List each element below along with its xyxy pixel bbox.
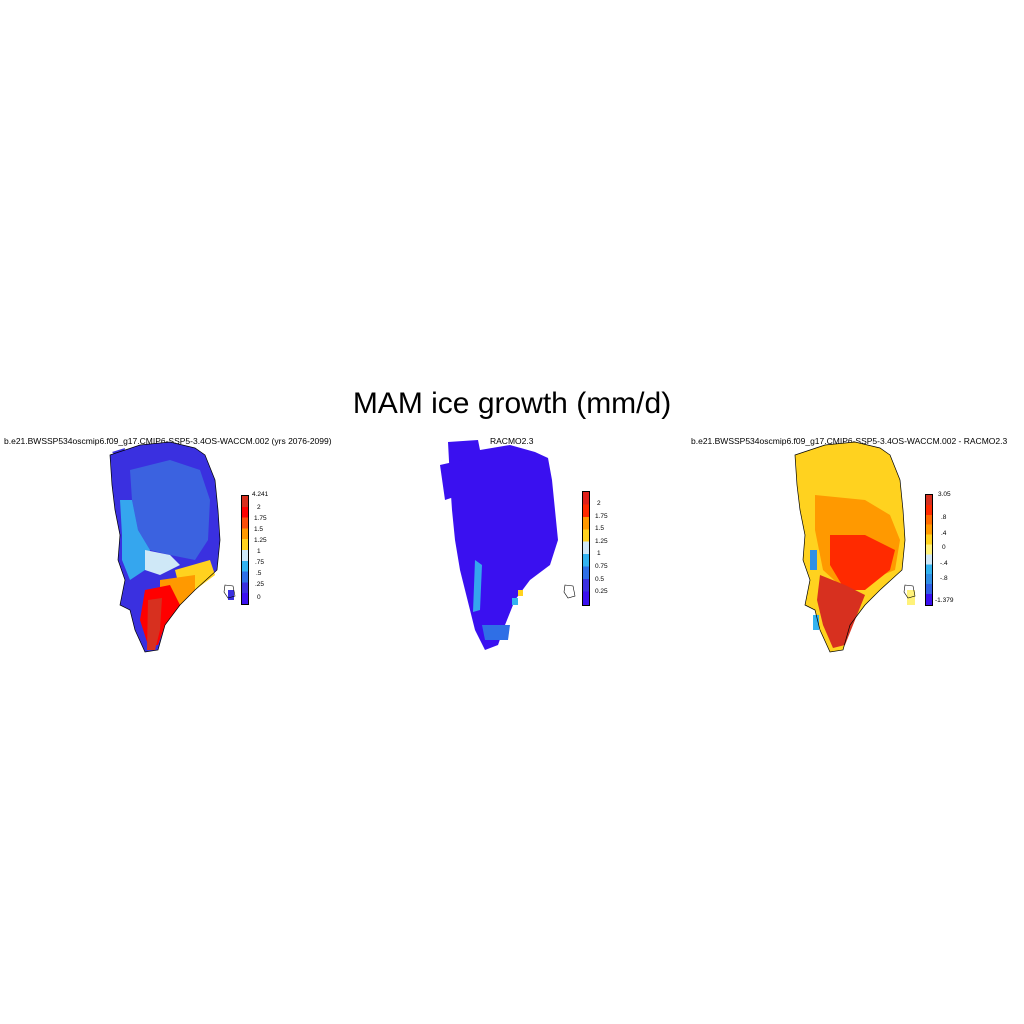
map-field-blue <box>810 550 817 570</box>
figure-title: MAM ice growth (mm/d) <box>352 387 672 420</box>
colorbar-label: 1.75 <box>595 513 608 520</box>
colorbar-label: .25 <box>255 581 265 588</box>
map-field-red <box>830 535 895 590</box>
map-field-south <box>482 625 510 640</box>
map-field-base <box>448 440 558 650</box>
map-field-islands <box>440 460 462 500</box>
colorbar-model: 4.241 2 1.75 1.5 1.25 1 .75 .5 .25 0 <box>241 491 281 605</box>
map-field-darkred <box>817 575 865 648</box>
panel-title-model: b.e21.BWSSP534oscmip6.f09_g17.CMIP6-SSP5… <box>4 436 332 446</box>
map-field-west-band <box>473 560 482 612</box>
colorbar-label: 2 <box>257 504 261 511</box>
colorbar-label: 0 <box>257 594 261 601</box>
colorbar-label: .4 <box>941 530 947 537</box>
map-coastline <box>109 441 221 653</box>
greenland-map-racmo <box>440 440 576 650</box>
colorbar-label: 1.75 <box>254 515 267 522</box>
map-coast-island <box>903 584 916 599</box>
map-field-interior <box>130 460 210 560</box>
map-field-darkred <box>147 598 162 650</box>
colorbar-label: 1.25 <box>595 538 608 545</box>
colorbar-label: 1.5 <box>595 525 605 532</box>
colorbar-box <box>925 494 933 606</box>
colorbar-label: 1.25 <box>254 537 267 544</box>
map-field-yellow <box>518 590 523 596</box>
map-coast-island <box>223 584 236 599</box>
colorbar-label: 0 <box>942 544 946 551</box>
colorbar-label: 0.75 <box>595 563 608 570</box>
colorbar-box <box>582 491 590 606</box>
colorbar-label: -.8 <box>940 575 948 582</box>
colorbar-difference: 3.05 .8 .4 0 -.4 -.8 -1.379 <box>925 491 965 606</box>
colorbar-label: 1.5 <box>254 526 264 533</box>
colorbar-racmo: 2 1.75 1.5 1.25 1 0.75 0.5 0.25 <box>582 491 622 606</box>
colorbar-label: 2 <box>597 500 601 507</box>
colorbar-label: 1 <box>597 550 601 557</box>
colorbar-label: .75 <box>255 559 265 566</box>
colorbar-label: 0.5 <box>595 576 605 583</box>
colorbar-box <box>241 495 249 605</box>
greenland-map-model <box>109 441 236 653</box>
colorbar-label: -.4 <box>940 560 948 567</box>
colorbar-label: -1.379 <box>935 597 954 604</box>
panel-title-difference: b.e21.BWSSP534oscmip6.f09_g17.CMIP6-SSP5… <box>691 436 1008 446</box>
map-field-light <box>145 550 180 575</box>
greenland-map-difference <box>794 441 916 653</box>
colorbar-label: 3.05 <box>938 491 951 498</box>
map-coast-island <box>563 584 576 599</box>
colorbar-label: 1 <box>257 548 261 555</box>
colorbar-label: .8 <box>941 514 947 521</box>
colorbar-label: 4.241 <box>252 491 269 498</box>
colorbar-label: 0.25 <box>595 588 608 595</box>
map-field-islands <box>907 590 915 605</box>
map-field-west-band <box>120 500 150 580</box>
map-coastline <box>794 441 906 653</box>
colorbar-label: .5 <box>256 570 262 577</box>
panel-title-racmo: RACMO2.3 <box>490 436 534 446</box>
map-field-sky <box>512 598 518 605</box>
